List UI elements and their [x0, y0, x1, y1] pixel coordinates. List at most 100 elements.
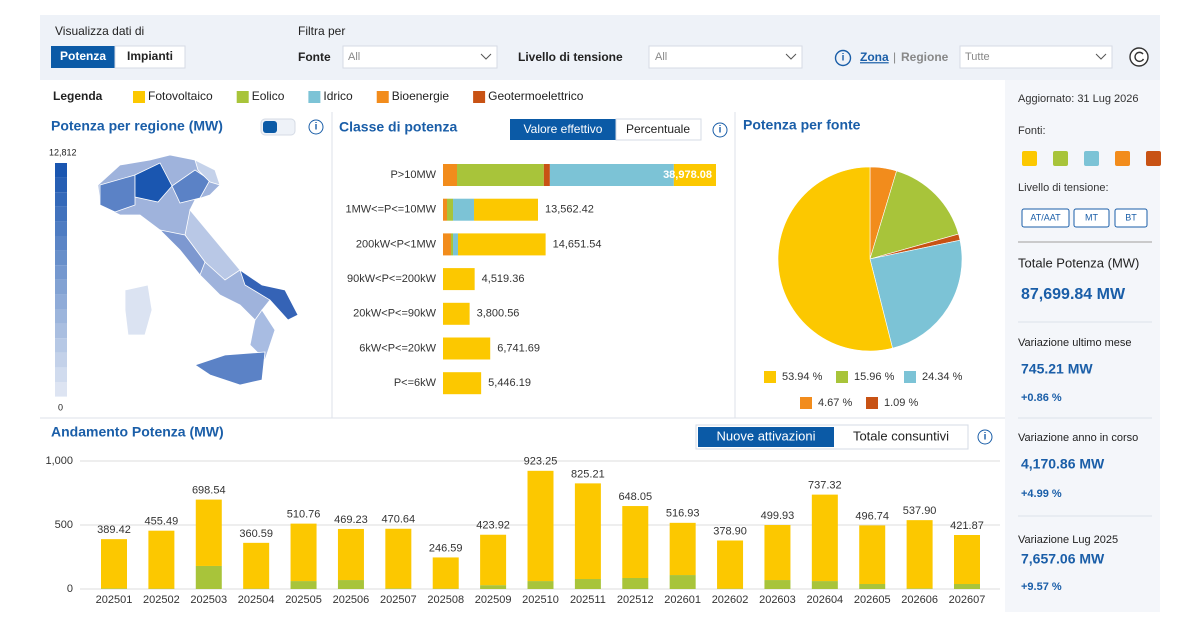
zone-value[interactable]: Tutte [965, 51, 990, 63]
category-label: 6kW<P<=20kW [359, 342, 436, 354]
scale-step [55, 250, 67, 266]
refresh-button[interactable] [1129, 47, 1149, 67]
bar-segment [243, 542, 270, 589]
x-tick-label: 202511 [570, 594, 606, 606]
voltage-button[interactable] [1114, 208, 1148, 228]
info-icon-text[interactable]: i [842, 53, 845, 64]
source-dropdown[interactable] [342, 45, 498, 69]
scale-step [55, 265, 67, 280]
toggle-option[interactable]: Nuove attivazioni [717, 428, 816, 443]
total-label: 469.23 [334, 514, 368, 526]
view-label: Visualizza dati di [55, 24, 144, 38]
toggle-active[interactable] [510, 119, 616, 140]
region [158, 229, 206, 276]
category-label: 200kW<P<1MW [356, 238, 437, 250]
scale-min: 0 [58, 402, 63, 412]
bar-segment [574, 579, 601, 589]
voltage-option[interactable]: AT/AAT [1030, 212, 1061, 222]
map-toggle-knob [263, 121, 277, 133]
toggle[interactable] [615, 118, 702, 141]
info-icon-text[interactable]: i [315, 122, 318, 133]
x-tick-label: 202605 [854, 594, 891, 606]
source-swatch[interactable] [1022, 151, 1037, 166]
scale-step [55, 323, 67, 339]
bar-segment [443, 198, 447, 221]
category-label: 20kW<P<=90kW [353, 308, 436, 320]
info-icon-text[interactable]: i [984, 432, 987, 443]
bar-segment [811, 581, 838, 589]
voltage-option[interactable]: MT [1085, 212, 1098, 222]
bar-segment [480, 534, 507, 586]
bar-segment [443, 337, 491, 360]
legend-label: Idrico [323, 89, 353, 103]
x-tick-label: 202501 [96, 594, 133, 606]
pie-slice [869, 239, 963, 349]
legend-swatch [376, 91, 389, 103]
category-label: 1MW<=P<=10MW [346, 204, 437, 216]
zone-option[interactable]: Regione [901, 50, 949, 64]
source-value[interactable]: All [348, 51, 360, 63]
scale-step [55, 192, 67, 207]
x-tick-label: 202502 [143, 594, 180, 606]
total-label: 13,562.42 [545, 204, 594, 216]
info-icon-text[interactable]: i [719, 125, 722, 136]
total-label: 6,741.69 [497, 342, 540, 354]
toggle-active[interactable] [698, 427, 834, 447]
voltage-label: Livello di tensione [518, 50, 623, 64]
bar-segment [669, 575, 696, 589]
x-tick-label: 202602 [712, 594, 749, 606]
zone-option[interactable]: Zona [860, 50, 889, 64]
bar-segment [457, 233, 546, 256]
toggle-option[interactable]: Totale consuntivi [853, 428, 949, 443]
voltage-button[interactable] [1073, 208, 1110, 228]
scale-step [55, 177, 67, 193]
voltage-button[interactable] [1021, 208, 1070, 228]
voltage-dropdown[interactable] [648, 45, 803, 69]
bar-segment [148, 530, 175, 589]
scale-step [55, 236, 67, 251]
x-tick-label: 202504 [238, 594, 275, 606]
bar-segment [101, 539, 127, 589]
info-icon[interactable] [308, 119, 324, 135]
total-label: 455.49 [145, 516, 179, 528]
info-icon[interactable] [712, 122, 728, 138]
voltage-value[interactable]: All [655, 51, 667, 63]
scale-step [55, 352, 67, 368]
total-label: 496.74 [855, 510, 889, 522]
total-label: 38,978.08 [663, 169, 712, 181]
total-label: 3,800.56 [477, 308, 520, 320]
updated: Aggiornato: 31 Lug 2026 [1018, 93, 1139, 105]
bar-segment [443, 164, 458, 186]
y-tick-label: 0 [67, 583, 73, 595]
view-option[interactable]: Potenza [60, 49, 106, 63]
zone-dropdown[interactable] [959, 45, 1113, 69]
source-swatch[interactable] [1146, 151, 1161, 166]
bar-segment [385, 528, 412, 589]
legend-swatch [308, 91, 321, 103]
view-button[interactable] [114, 45, 186, 69]
x-tick-label: 202606 [901, 594, 938, 606]
info-icon[interactable] [834, 49, 852, 67]
region [249, 309, 276, 361]
total-label: 389.42 [97, 524, 131, 536]
scale-step [55, 206, 67, 222]
legend-swatch [133, 91, 145, 103]
bar-segment [549, 164, 674, 186]
info-icon[interactable] [977, 429, 993, 445]
source-swatch[interactable] [1053, 151, 1068, 166]
kpi-change: +9.57 % [1021, 581, 1062, 593]
kpi-label: Totale Potenza (MW) [1018, 255, 1139, 270]
source-swatch[interactable] [1115, 151, 1130, 166]
view-button-active[interactable] [51, 46, 115, 68]
view-option[interactable]: Impianti [127, 49, 173, 63]
source-swatch[interactable] [1084, 151, 1099, 166]
voltage-option[interactable]: BT [1125, 212, 1137, 222]
bar-segment [622, 577, 649, 589]
toggle-option[interactable]: Valore effettivo [524, 122, 603, 136]
toggle-option[interactable]: Percentuale [626, 122, 690, 136]
bar-segment [859, 525, 886, 585]
bar-segment [764, 580, 791, 589]
scale-step [55, 309, 67, 324]
kpi-label: Variazione anno in corso [1018, 432, 1138, 444]
bar-segment [337, 580, 364, 589]
